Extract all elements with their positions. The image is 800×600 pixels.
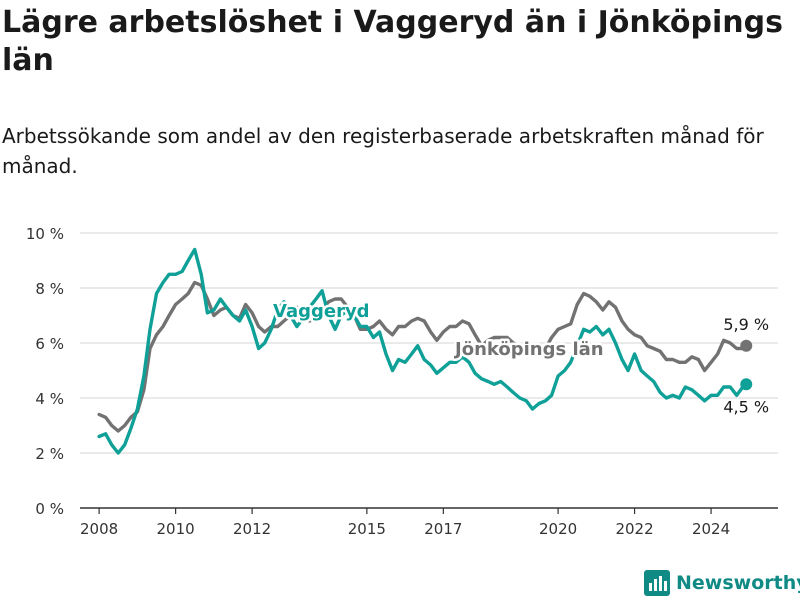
y-tick-label-4: 4 %	[35, 390, 64, 408]
bar-chart-logo-icon	[644, 570, 670, 596]
y-tick-label-8: 8 %	[35, 280, 64, 298]
x-tick-label-2024: 2024	[692, 520, 730, 538]
end-point-vaggeryd	[740, 378, 753, 391]
series-name-label-vaggeryd: Vaggeryd	[273, 301, 370, 322]
x-tick-label-2017: 2017	[424, 520, 462, 538]
chart-subtitle: Arbetssökande som andel av den registerb…	[2, 124, 764, 178]
end-value-label-jonkopings-lan: 5,9 %	[723, 315, 769, 334]
x-tick-label-2015: 2015	[348, 520, 386, 538]
y-tick-label-2: 2 %	[35, 445, 64, 463]
x-tick-label-2012: 2012	[233, 520, 271, 538]
newsworthy-brand: Newsworthy	[644, 568, 800, 598]
x-axis: 2008 2010 2012 2015 2017 2020 2022 2024	[80, 507, 778, 538]
series-line-vaggeryd	[97, 247, 748, 455]
chart-title: Lägre arbetslöshet i Vaggeryd än i Jönkö…	[2, 5, 783, 78]
grid-layer	[80, 232, 778, 454]
x-tick-label-2022: 2022	[615, 520, 653, 538]
brand-name: Newsworthy	[676, 572, 800, 594]
y-tick-label-0: 0 %	[35, 500, 64, 518]
x-tick-label-2010: 2010	[157, 520, 195, 538]
x-tick-label-2020: 2020	[539, 520, 577, 538]
end-point-jonkopings-lan	[740, 339, 753, 352]
series-layer	[97, 247, 753, 455]
x-tick-label-2008: 2008	[80, 520, 118, 538]
series-line-jonkopings-lan	[97, 280, 748, 433]
series-name-label-jonkopings-lan: Jönköpings län	[453, 339, 604, 360]
end-value-label-vaggeryd: 4,5 %	[723, 397, 769, 416]
y-axis-labels: 0 % 2 % 4 % 6 % 8 % 10 %	[26, 225, 64, 518]
y-tick-label-10: 10 %	[26, 225, 64, 243]
y-tick-label-6: 6 %	[35, 335, 64, 353]
series-labels: 5,9 % Jönköpings län 4,5 % Vaggeryd	[271, 299, 770, 417]
